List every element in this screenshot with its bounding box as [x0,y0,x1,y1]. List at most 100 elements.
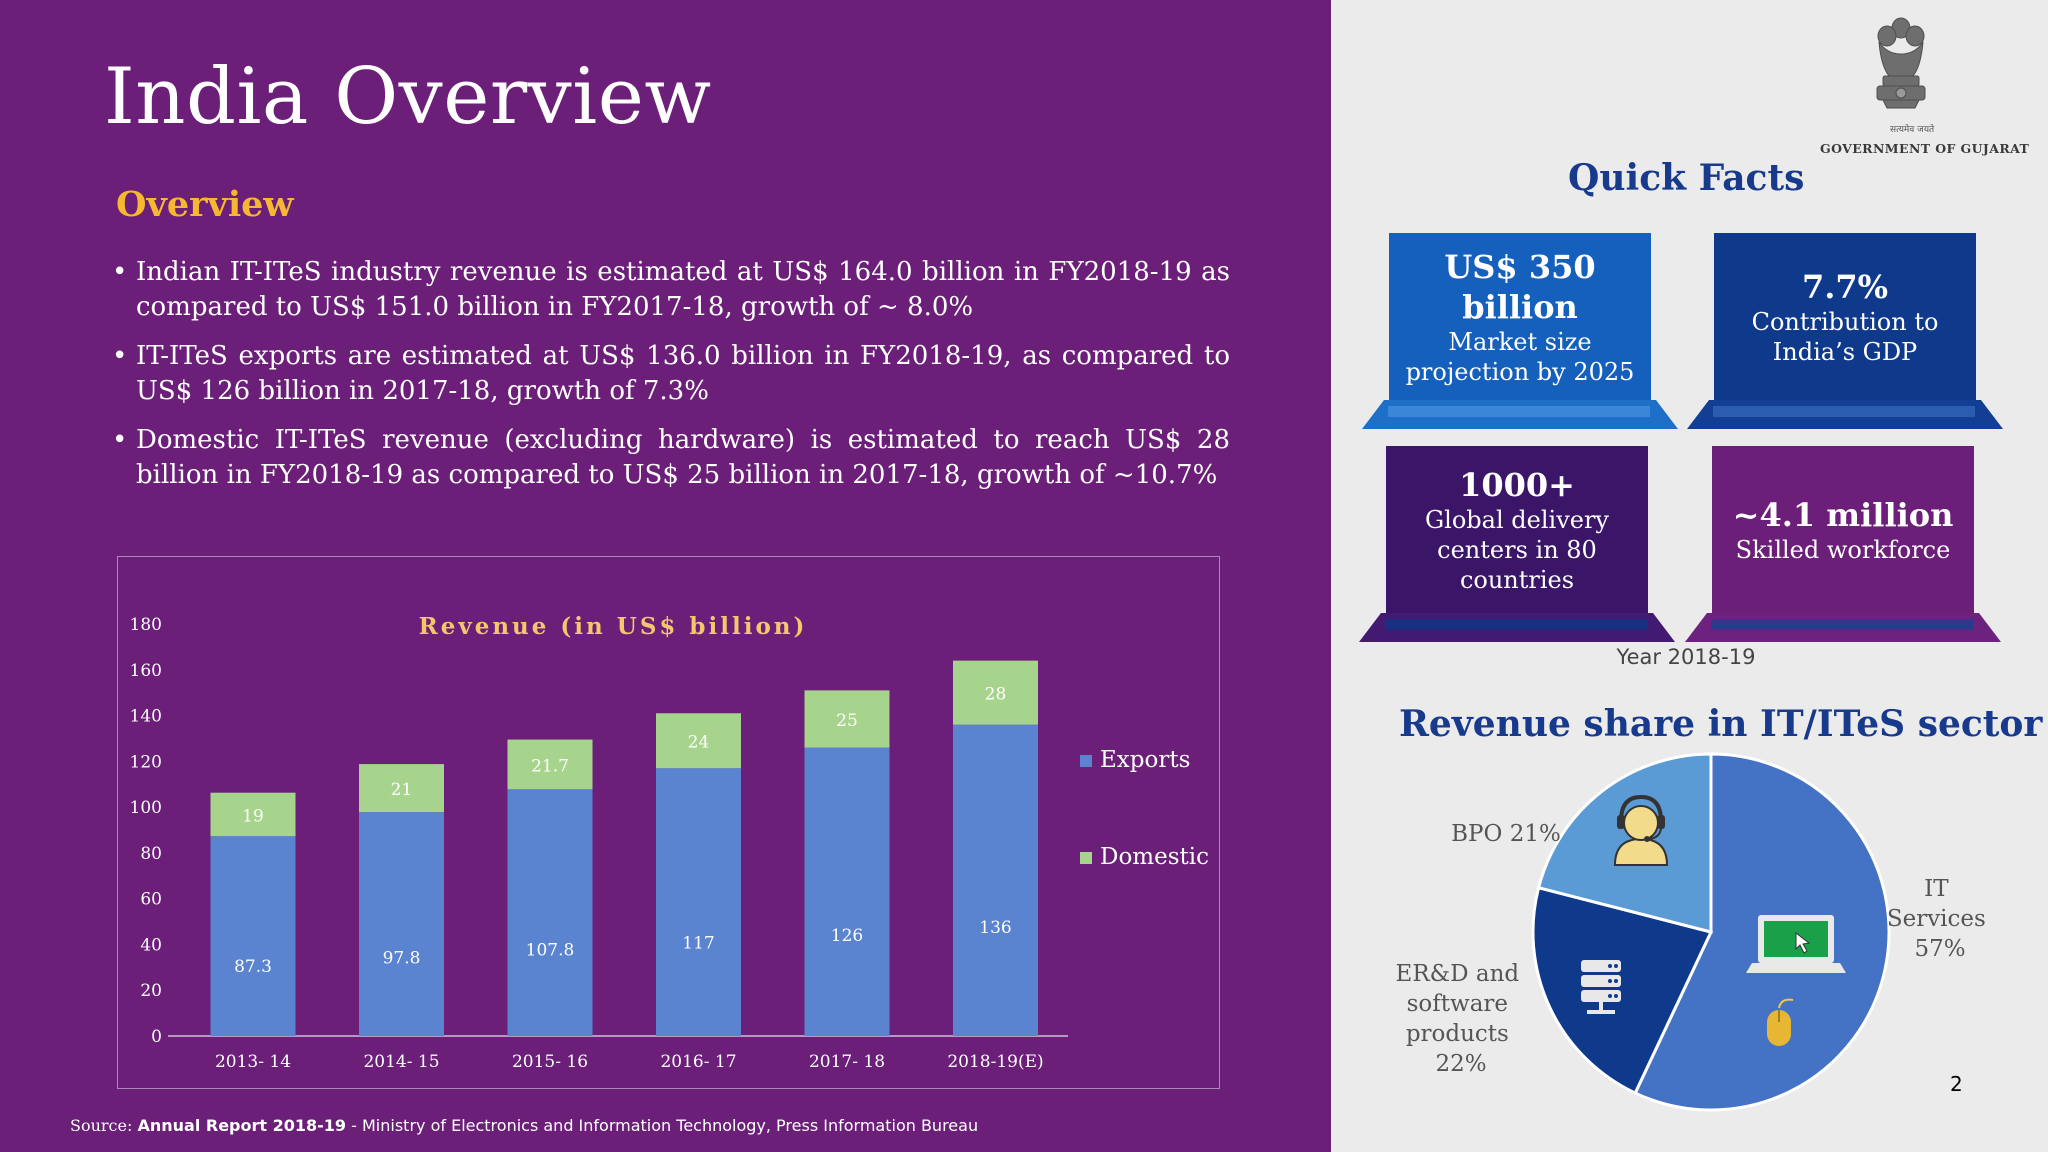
data-label-exports: 117 [682,933,714,953]
page-title: India Overview [104,52,712,142]
fact-card-strip [1385,619,1647,630]
bar-domestic [804,690,890,748]
revenue-chart-frame: Revenue (in US$ billion) 0 20 40 60 80 100 120 1… [117,556,1220,1089]
fact-card-base [1685,613,2001,642]
source-report: Annual Report 2018-19 [137,1116,347,1135]
data-label-domestic: 25 [836,711,858,731]
bar-domestic [953,660,1038,725]
x-tick-label: 2016- 17 [660,1052,736,1072]
chart-title: Revenue (in US$ billion) [419,613,808,640]
pie-label-erd: ER&D and software products 22% [1396,961,1527,1077]
fact-value: billion [1462,287,1578,326]
bar-domestic [507,739,593,790]
legend-label: Exports [1100,747,1190,773]
revenue-chart: Revenue (in US$ billion) 0 20 40 60 80 100 120 1… [130,613,1209,1072]
emblem-motto: सत्यमेव जयते [1890,125,1935,135]
fact-caption: India’s GDP [1772,337,1918,366]
fact-card-strip [1713,406,1975,417]
national-emblem-icon [1876,17,1926,109]
fact-card-strip [1711,619,1973,630]
legend-label: Domestic [1100,844,1209,870]
legend-swatch [1080,852,1092,864]
data-label-domestic: 28 [985,685,1007,705]
fact-caption: centers in 80 [1437,535,1597,564]
bar-exports [953,724,1038,1036]
pie-label-line: ER&D and [1396,961,1520,987]
y-tick-label: 40 [140,935,162,955]
y-tick-label: 0 [151,1027,162,1047]
headset-person-icon [1613,794,1669,866]
pie-label-bpo: BPO 21% [1451,821,1561,847]
fact-card-front: 7.7% Contribution to India’s GDP [1714,233,1976,400]
bar-exports [210,836,296,1036]
y-tick-label: 60 [140,890,162,910]
fact-caption: Skilled workforce [1735,535,1951,564]
fact-card-front: 1000+ Global delivery centers in 80 coun… [1386,446,1648,613]
data-label-exports: 136 [979,918,1011,938]
y-tick-label: 180 [130,615,162,635]
data-label-exports: 126 [831,926,863,946]
fact-card-front: US$ 350 billion Market size projection b… [1389,233,1651,400]
laptop-icon [1746,915,1846,973]
y-tick-label: 160 [130,661,162,681]
bar-exports [359,812,444,1036]
pie-label-line: products [1406,1021,1509,1047]
year-label: Year 2018-19 [1616,645,1756,669]
pie-label-it: IT Services 57% [1887,876,1993,962]
data-label-domestic: 24 [688,733,710,753]
bar-exports [656,768,741,1036]
y-tick-label: 20 [140,981,162,1001]
fact-value: 1000+ [1459,465,1575,504]
data-label-exports: 97.8 [383,949,421,969]
bullet-item: IT-ITeS exports are estimated at US$ 136… [110,339,1230,409]
fact-caption: Contribution to [1751,307,1939,336]
fact-value: 7.7% [1801,267,1889,306]
y-tick-label: 100 [130,798,162,818]
overview-heading: Overview [116,184,294,225]
data-label-domestic: 19 [242,806,264,826]
x-tick-label: 2017- 18 [809,1052,885,1072]
mouse-icon [1767,998,1794,1046]
bullet-item: Domestic IT-ITeS revenue (excluding hard… [110,423,1230,493]
fact-card-base [1359,613,1675,642]
fact-caption: projection by 2025 [1405,357,1635,386]
y-tick-label: 140 [130,707,162,727]
bar-domestic [656,713,741,769]
pie-slices [1531,752,1891,1112]
quick-facts-title: Quick Facts [1568,157,1805,199]
pie-label-line: software [1407,991,1508,1017]
source-label: Source: [70,1116,133,1135]
revenue-share-pie: BPO 21% IT Services 57% ER&D and softwar… [1396,752,1993,1112]
fact-value: ~4.1 million [1732,495,1954,534]
data-label-exports: 87.3 [234,957,272,977]
pie-slice [1531,885,1714,1096]
pie-label-line: 22% [1435,1051,1486,1077]
x-tick-label: 2013- 14 [215,1052,291,1072]
source-rest: - Ministry of Electronics and Informatio… [346,1116,979,1135]
page-number: 2 [1950,1072,1963,1096]
pie-label-line: Services [1887,906,1986,932]
legend-swatch [1080,755,1092,767]
overview-bullets: Indian IT-ITeS industry revenue is estim… [110,255,1230,507]
pie-label-line: IT [1924,876,1949,902]
data-label-domestic: 21 [391,780,413,800]
pie-title: Revenue share in IT/ITeS sector [1399,703,2043,745]
bar-exports [507,789,593,1036]
x-tick-label: 2015- 16 [512,1052,588,1072]
fact-caption: Global delivery [1425,505,1609,534]
fact-card-front: ~4.1 million Skilled workforce [1712,446,1974,613]
x-tick-label: 2018-19(E) [947,1052,1043,1072]
server-icon [1581,960,1621,1014]
bar-domestic [359,764,444,813]
bullet-item: Indian IT-ITeS industry revenue is estim… [110,255,1230,325]
x-tick-label: 2014- 15 [363,1052,439,1072]
fact-caption: Market size [1448,327,1592,356]
fact-caption: countries [1459,565,1575,594]
pie-label-line: 57% [1914,936,1965,962]
y-tick-label: 80 [140,844,162,864]
source-line: Source: Annual Report 2018-19 - Ministry… [70,1116,978,1135]
data-label-exports: 107.8 [526,941,575,961]
fact-card-strip [1388,406,1650,417]
fact-value: US$ 350 [1444,247,1596,286]
bar-domestic [210,792,296,837]
